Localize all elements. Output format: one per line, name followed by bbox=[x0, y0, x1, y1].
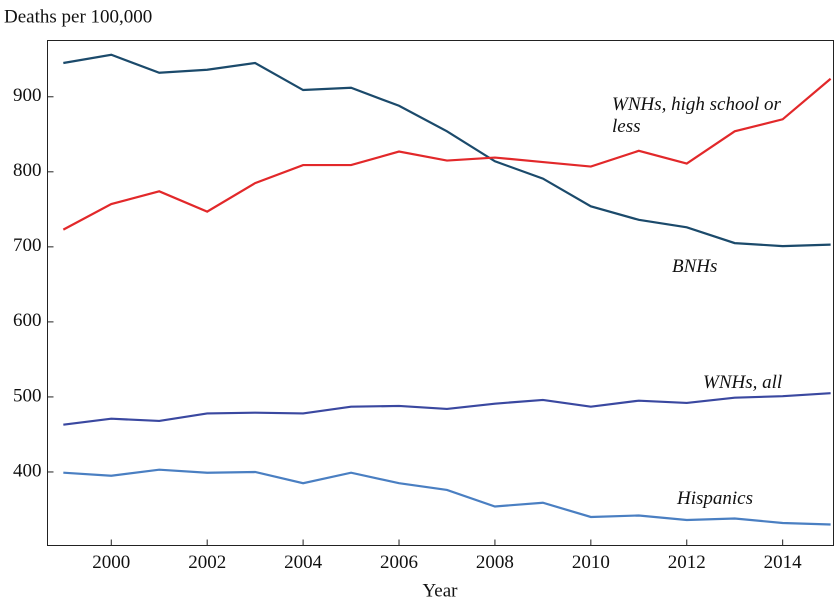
y-tick-label: 400 bbox=[13, 460, 42, 481]
y-tick-label: 500 bbox=[13, 385, 42, 406]
x-tick-label: 2010 bbox=[572, 552, 610, 573]
x-tick-label: 2014 bbox=[764, 552, 803, 573]
y-tick-label: 800 bbox=[13, 160, 42, 181]
x-tick-label: 2004 bbox=[284, 552, 323, 573]
series-label: Hispanics bbox=[677, 488, 753, 509]
x-tick-label: 2012 bbox=[668, 552, 706, 573]
x-tick-label: 2000 bbox=[92, 552, 130, 573]
chart-title: Deaths per 100,000 bbox=[4, 6, 152, 27]
x-axis-label: Year bbox=[422, 580, 458, 601]
series-line bbox=[63, 392, 831, 426]
series-label: BNHs bbox=[672, 256, 718, 277]
series-line bbox=[63, 53, 831, 248]
series-label: WNHs, all bbox=[703, 372, 783, 393]
series-line bbox=[63, 468, 831, 526]
y-tick-label: 700 bbox=[13, 235, 42, 256]
y-tick-label: 600 bbox=[13, 310, 42, 331]
x-tick-label: 2008 bbox=[476, 552, 514, 573]
series-label: WNHs, high school or less bbox=[612, 94, 781, 137]
x-tick-label: 2006 bbox=[380, 552, 418, 573]
series-line bbox=[62, 77, 832, 231]
y-tick-label: 900 bbox=[13, 85, 42, 106]
x-tick-label: 2002 bbox=[188, 552, 226, 573]
